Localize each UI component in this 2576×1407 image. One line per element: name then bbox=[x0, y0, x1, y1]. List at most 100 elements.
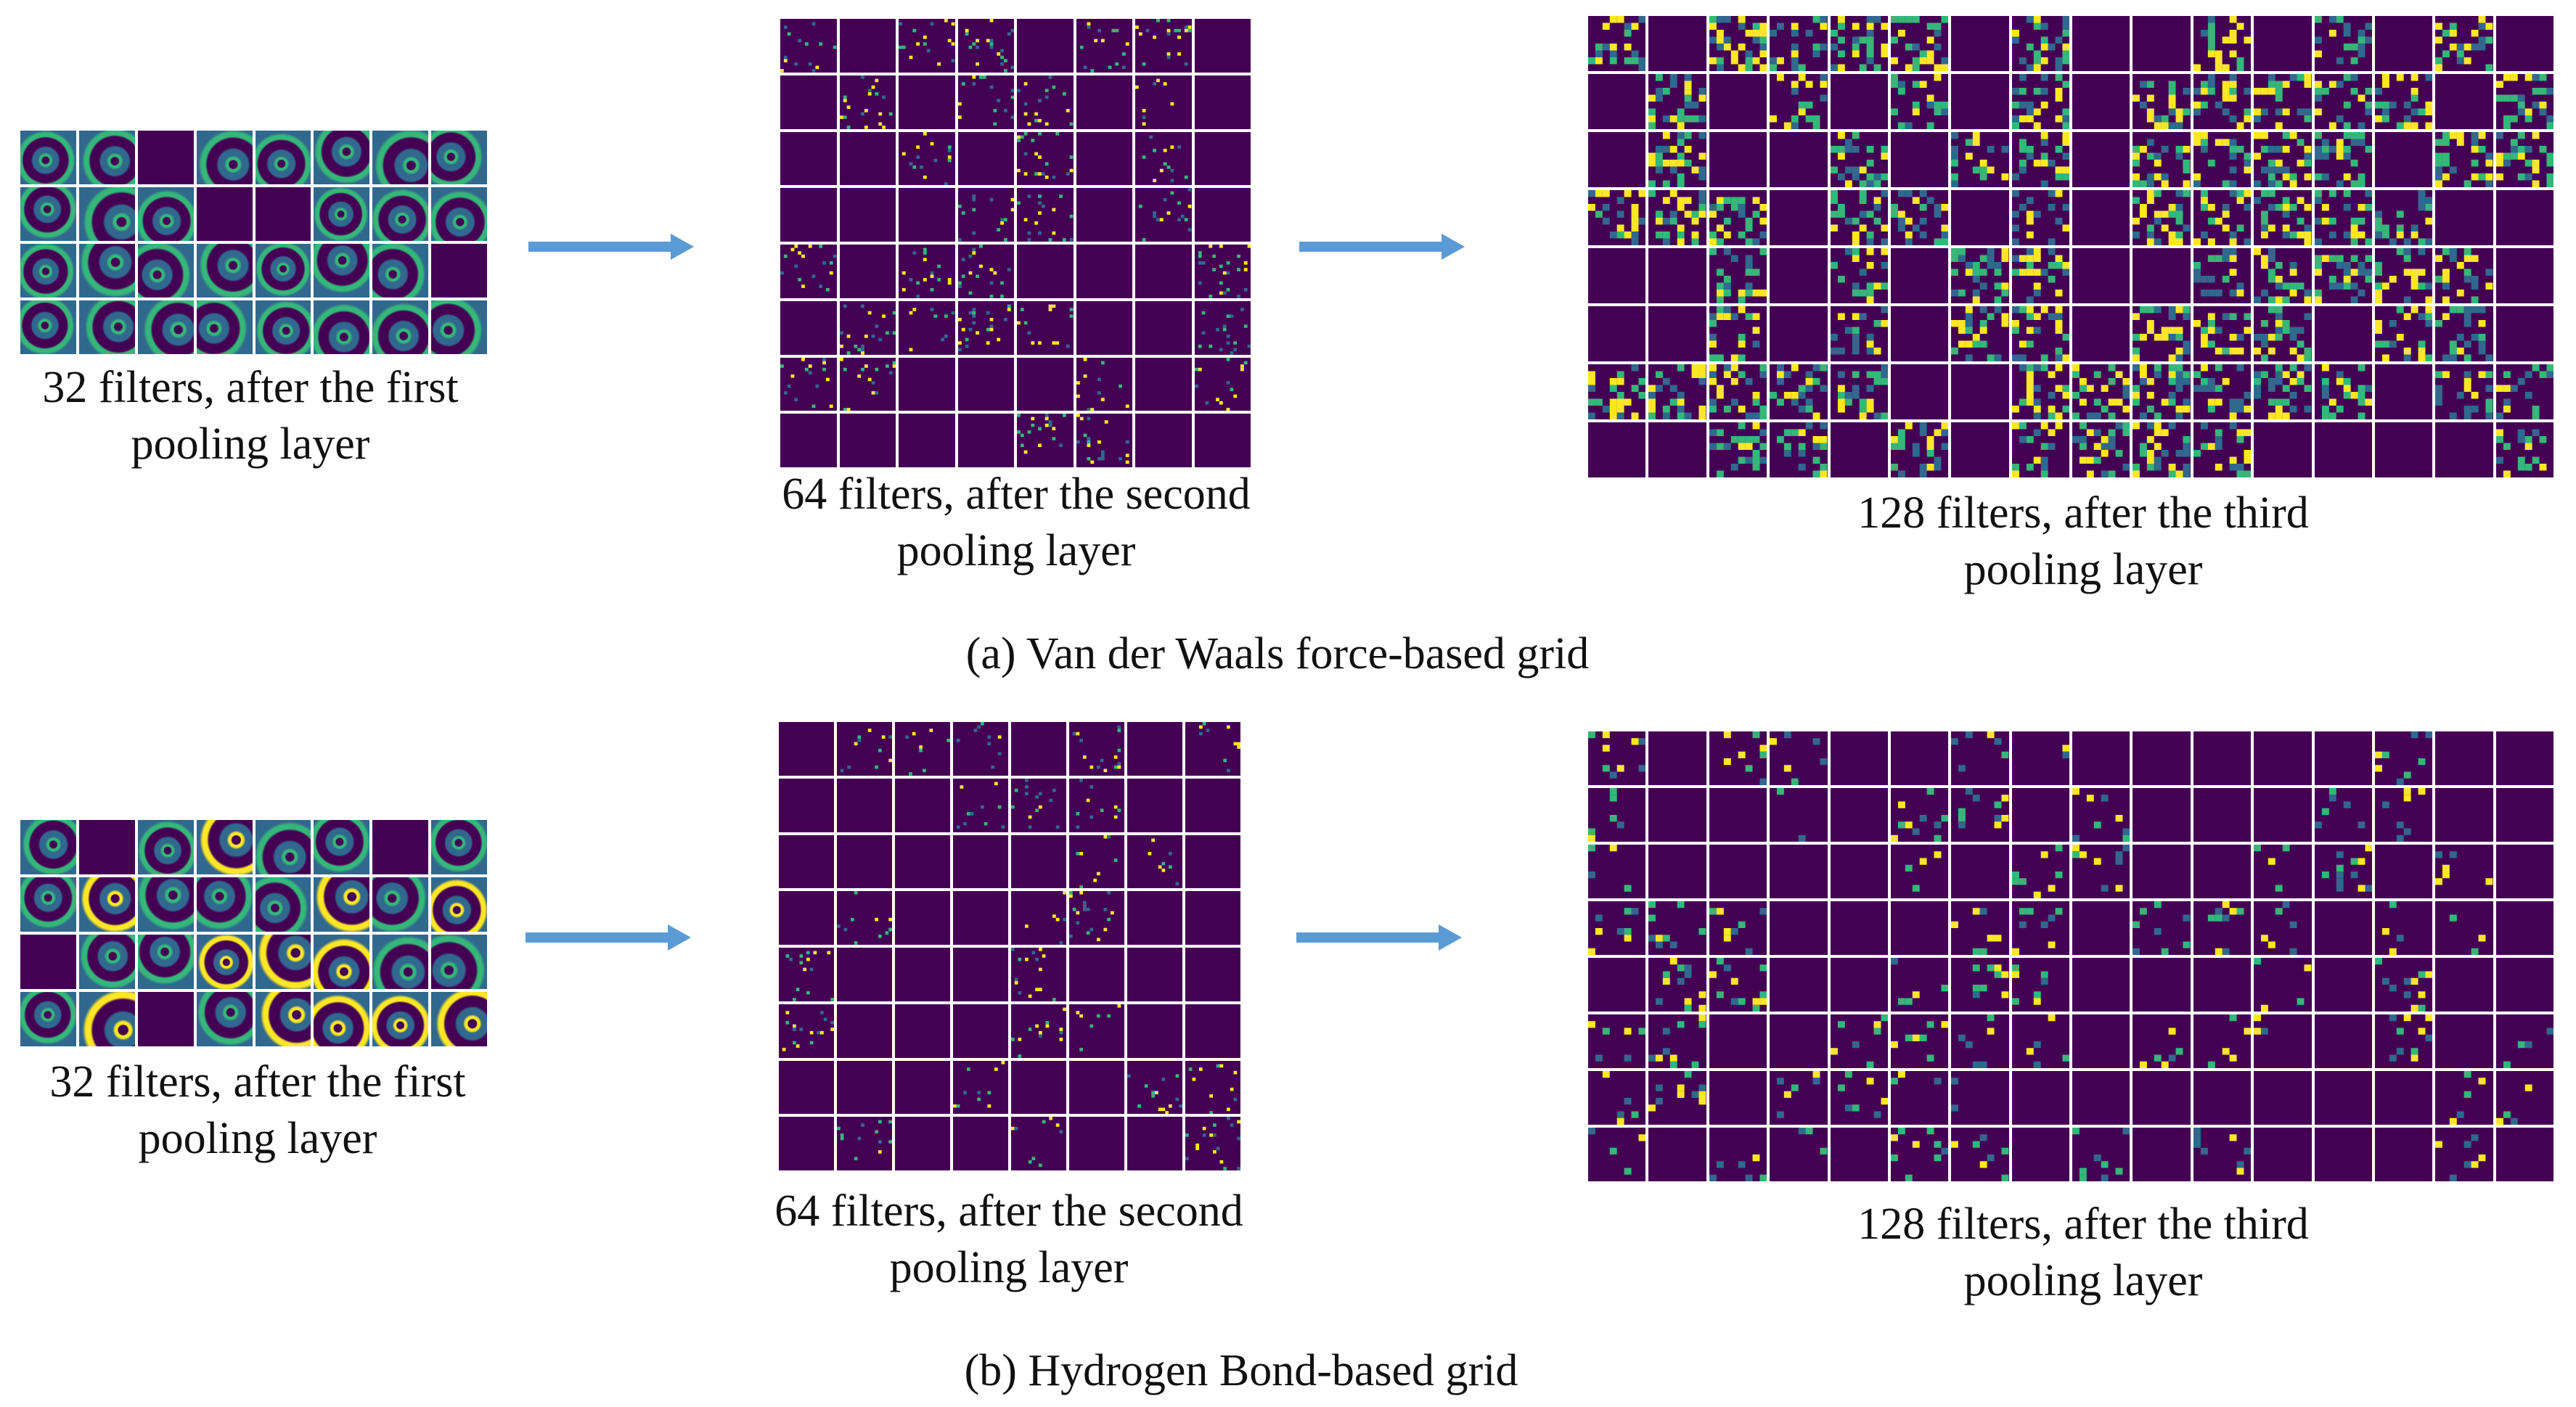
feature-map-tile bbox=[372, 992, 429, 1046]
feature-map-tile bbox=[2254, 190, 2312, 245]
feature-map-tile bbox=[1890, 1071, 1949, 1125]
feature-map-tile bbox=[2374, 788, 2433, 842]
feature-map-tile bbox=[1011, 1004, 1066, 1058]
feature-map-tile bbox=[1017, 188, 1074, 242]
feature-map-tile bbox=[1194, 300, 1251, 355]
feature-map-tile bbox=[1830, 845, 1888, 898]
feature-map-tile bbox=[196, 300, 253, 354]
feature-map-tile bbox=[1194, 188, 1251, 242]
feature-map-tile bbox=[899, 75, 955, 129]
feature-map-tile bbox=[2314, 1128, 2372, 1181]
feature-map-tile bbox=[2314, 901, 2372, 955]
feature-map-tile bbox=[837, 1060, 892, 1115]
feature-map-tile bbox=[1648, 901, 1706, 955]
feature-map-tile bbox=[1890, 16, 1949, 71]
feature-map-tile bbox=[1648, 1071, 1706, 1125]
feature-map-tile bbox=[2374, 74, 2433, 129]
feature-map-tile bbox=[1127, 891, 1182, 945]
feature-map-tile bbox=[837, 891, 892, 945]
feature-map-tile bbox=[1011, 1060, 1066, 1115]
feature-map-tile bbox=[2435, 248, 2493, 303]
feature-map-tile bbox=[780, 414, 837, 467]
feature-map-tile bbox=[1648, 422, 1706, 477]
caption-a-layer1-line2: pooling layer bbox=[131, 419, 370, 469]
feature-map-tile bbox=[1951, 1128, 2009, 1181]
feature-map-tile bbox=[1648, 958, 1706, 1012]
feature-map-tile bbox=[1127, 948, 1182, 1001]
feature-map-tile bbox=[2435, 731, 2493, 785]
feature-map-tile bbox=[1588, 901, 1646, 955]
arrow-a-1 bbox=[528, 234, 694, 260]
feature-map-tile bbox=[1648, 788, 1706, 842]
feature-map-tile bbox=[780, 245, 837, 298]
feature-map-tile bbox=[2011, 731, 2069, 785]
feature-map-tile bbox=[1127, 778, 1182, 832]
feature-map-tile bbox=[78, 300, 135, 354]
caption-a-layer2-line2: pooling layer bbox=[896, 526, 1136, 575]
feature-map-tile bbox=[1830, 1014, 1888, 1068]
feature-map-tile bbox=[895, 722, 950, 776]
feature-map-tile bbox=[1185, 722, 1240, 776]
feature-map-tile bbox=[2193, 1128, 2252, 1181]
feature-map-tile bbox=[314, 935, 370, 989]
feature-map-tile bbox=[2435, 1128, 2493, 1181]
feature-map-tile bbox=[2254, 16, 2312, 71]
feature-map-tile bbox=[1770, 248, 1828, 303]
feature-map-tile bbox=[431, 300, 487, 354]
feature-map-tile bbox=[78, 187, 135, 241]
feature-map-tile bbox=[2133, 901, 2191, 955]
feature-map-tile bbox=[2495, 1071, 2553, 1125]
feature-map-tile bbox=[953, 948, 1008, 1001]
feature-map-tile bbox=[137, 300, 194, 354]
feature-map-tile bbox=[1709, 958, 1767, 1012]
feature-map-tile bbox=[1185, 1004, 1240, 1058]
feature-map-tile bbox=[1770, 958, 1828, 1012]
feature-map-tile bbox=[2495, 248, 2553, 303]
feature-map-tile bbox=[1127, 1060, 1182, 1115]
feature-map-tile bbox=[1890, 1014, 1949, 1068]
feature-map-tile bbox=[2314, 306, 2372, 361]
caption-a-layer2-line1: 64 filters, after the second bbox=[782, 469, 1251, 519]
feature-map-tile bbox=[1890, 731, 1949, 785]
feature-map-tile bbox=[255, 244, 311, 298]
feature-map-tile bbox=[2133, 958, 2191, 1012]
caption-b-layer2-line2: pooling layer bbox=[889, 1243, 1129, 1292]
feature-map-tile bbox=[1076, 19, 1132, 73]
feature-map-tile bbox=[1588, 1071, 1646, 1125]
feature-map-tile bbox=[2254, 306, 2312, 361]
feature-map-tile bbox=[2254, 74, 2312, 129]
feature-map-tile bbox=[1076, 131, 1132, 186]
feature-map-tile bbox=[1135, 131, 1192, 186]
feature-map-tile bbox=[372, 877, 429, 932]
feature-map-tile bbox=[20, 300, 76, 354]
feature-map-tile bbox=[20, 992, 76, 1046]
feature-map-tile bbox=[1951, 422, 2009, 477]
feature-map-tile bbox=[2133, 422, 2191, 477]
feature-map-tile bbox=[2374, 958, 2433, 1012]
feature-map-tile bbox=[2254, 422, 2312, 477]
feature-map-tile bbox=[1830, 901, 1888, 955]
feature-map-tile bbox=[779, 834, 834, 889]
feature-map-tile bbox=[2193, 74, 2252, 129]
feature-map-tile bbox=[1648, 364, 1706, 419]
feature-map-tile bbox=[431, 935, 487, 989]
feature-map-tile bbox=[2011, 364, 2069, 419]
feature-map-tile bbox=[20, 820, 76, 874]
caption-b-layer1: 32 filters, after the first pooling laye… bbox=[7, 1054, 508, 1167]
feature-map-tile bbox=[2011, 958, 2069, 1012]
feature-map-tile bbox=[1770, 132, 1828, 187]
feature-map-tile bbox=[314, 820, 370, 874]
feature-map-tile bbox=[779, 722, 834, 776]
feature-map-tile bbox=[2072, 190, 2130, 245]
caption-b-layer3-line1: 128 filters, after the third bbox=[1857, 1199, 2309, 1249]
feature-map-tile bbox=[2435, 422, 2493, 477]
feature-map-tile bbox=[78, 244, 135, 298]
feature-map-tile bbox=[2314, 1014, 2372, 1068]
feature-map-tile bbox=[1135, 19, 1192, 73]
panel-b-label: (b) Hydrogen Bond-based grid bbox=[964, 1346, 1518, 1395]
feature-map-tile bbox=[2072, 132, 2130, 187]
feature-map-tile bbox=[2374, 422, 2433, 477]
feature-map-tile bbox=[2193, 364, 2252, 419]
feature-map-tile bbox=[2314, 845, 2372, 898]
feature-map-tile bbox=[837, 778, 892, 832]
